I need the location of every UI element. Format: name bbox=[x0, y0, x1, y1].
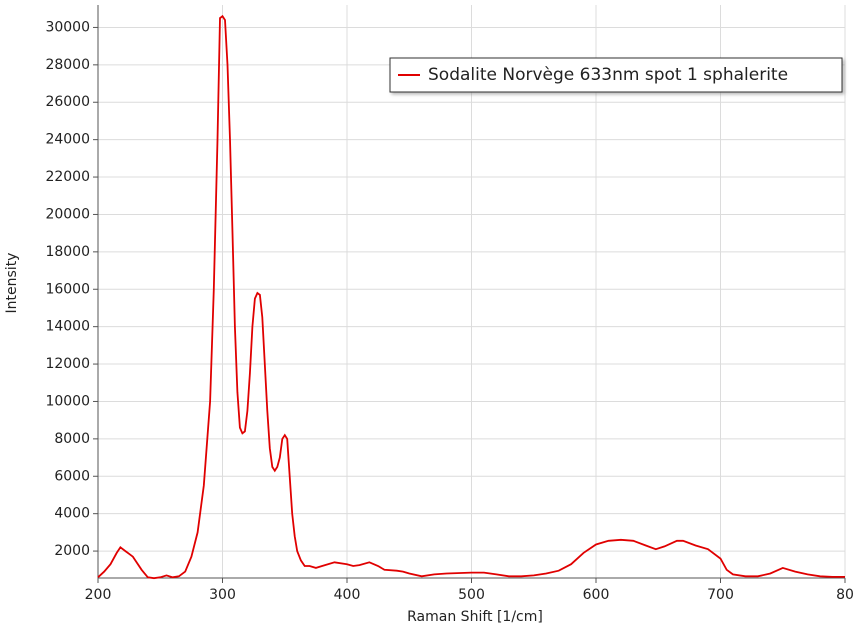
x-tick-label: 600 bbox=[583, 587, 610, 603]
y-tick-label: 24000 bbox=[45, 132, 90, 148]
y-tick-label: 12000 bbox=[45, 356, 90, 372]
y-tick-label: 10000 bbox=[45, 393, 90, 409]
y-tick-label: 18000 bbox=[45, 244, 90, 260]
x-tick-label: 700 bbox=[707, 587, 734, 603]
y-tick-label: 20000 bbox=[45, 206, 90, 222]
y-tick-label: 26000 bbox=[45, 94, 90, 110]
y-tick-label: 30000 bbox=[45, 19, 90, 35]
y-tick-label: 22000 bbox=[45, 169, 90, 185]
legend: Sodalite Norvège 633nm spot 1 sphalerite bbox=[389, 57, 843, 93]
y-axis-label: Intensity bbox=[4, 253, 20, 314]
x-tick-label: 200 bbox=[85, 587, 112, 603]
legend-box bbox=[389, 57, 843, 93]
y-tick-label: 4000 bbox=[54, 506, 90, 522]
y-tick-label: 6000 bbox=[54, 468, 90, 484]
x-tick-label: 80 bbox=[836, 587, 853, 603]
y-tick-label: 2000 bbox=[54, 543, 90, 559]
x-axis-label: Raman Shift [1/cm] bbox=[407, 609, 543, 625]
y-tick-label: 28000 bbox=[45, 57, 90, 73]
x-tick-label: 400 bbox=[334, 587, 361, 603]
y-tick-label: 14000 bbox=[45, 319, 90, 335]
x-tick-label: 500 bbox=[458, 587, 485, 603]
y-tick-label: 16000 bbox=[45, 281, 90, 297]
legend-label: Sodalite Norvège 633nm spot 1 sphalerite bbox=[428, 65, 788, 85]
x-tick-label: 300 bbox=[209, 587, 236, 603]
y-tick-label: 8000 bbox=[54, 431, 90, 447]
data-line bbox=[97, 14, 845, 580]
